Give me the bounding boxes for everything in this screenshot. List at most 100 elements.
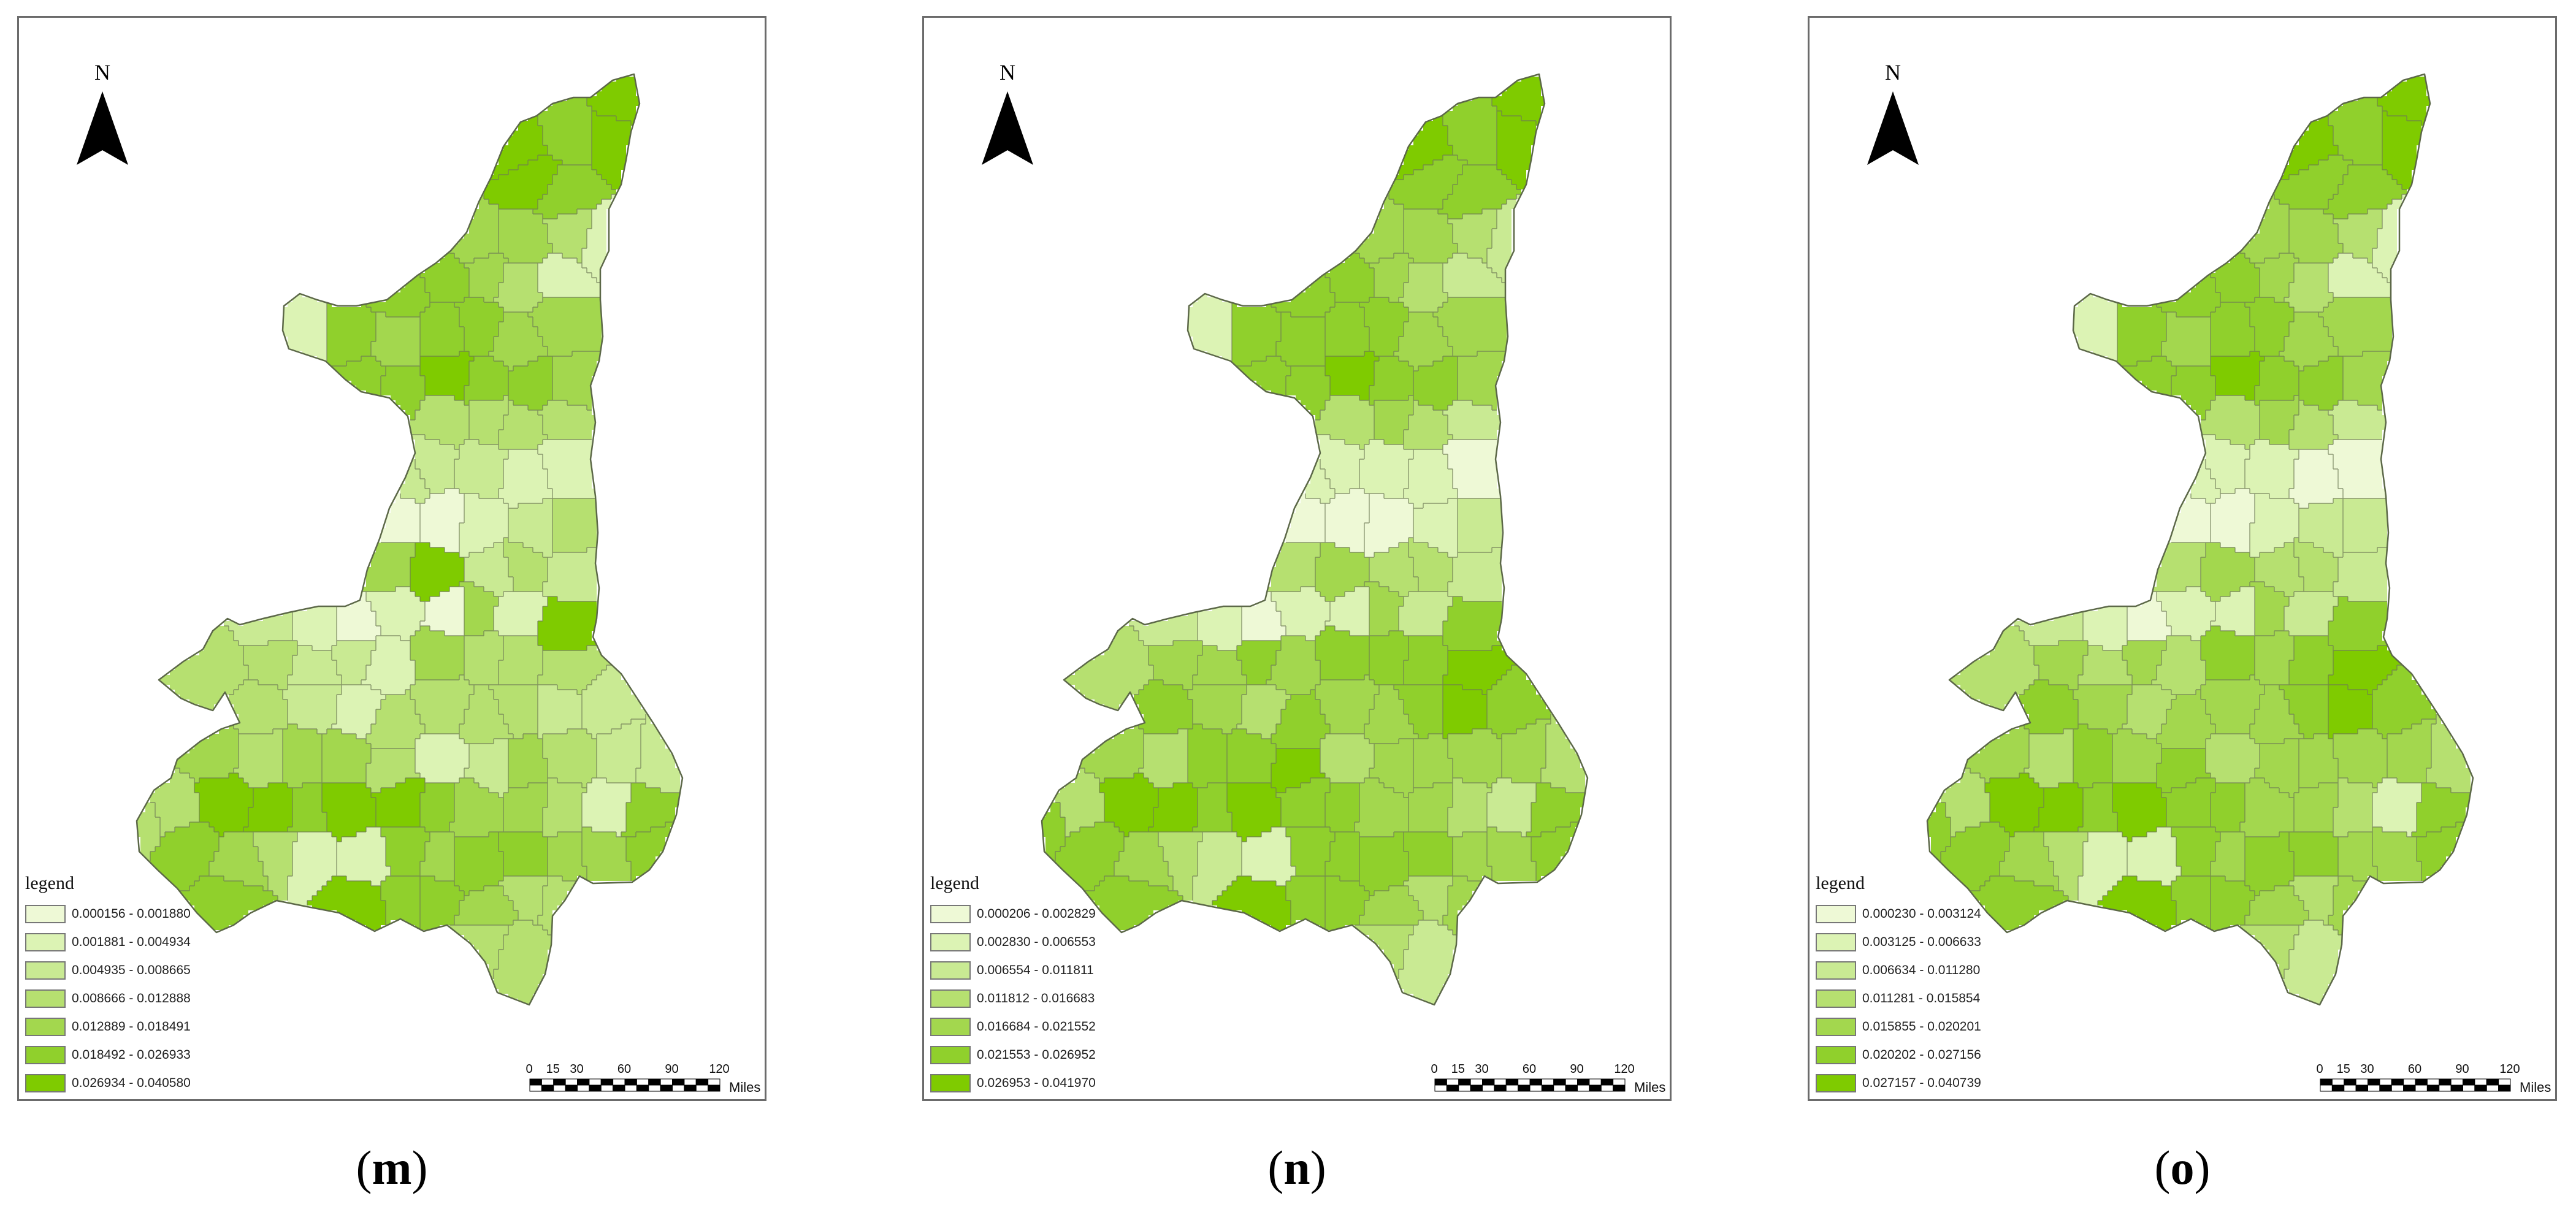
county-region xyxy=(243,641,297,690)
county-region xyxy=(2255,356,2299,405)
county-region xyxy=(2034,783,2083,832)
county-region xyxy=(420,489,464,552)
county-region xyxy=(582,827,631,881)
legend-item: 0.015855 - 0.020201 xyxy=(1816,1013,1981,1041)
county-region xyxy=(366,273,430,317)
county-region xyxy=(2343,498,2387,552)
county-region xyxy=(533,165,616,219)
county-region xyxy=(538,440,597,498)
county-region xyxy=(582,194,616,283)
scale-segment xyxy=(589,1078,602,1086)
county-region xyxy=(1443,646,1516,695)
legend-item: 0.006634 - 0.011280 xyxy=(1816,956,1981,985)
county-region xyxy=(2279,685,2328,739)
county-region xyxy=(2098,876,2176,930)
scale-tick-label: 30 xyxy=(570,1062,584,1076)
county-region xyxy=(543,547,597,601)
county-region xyxy=(283,685,342,734)
caption-letter: o xyxy=(2170,1141,2195,1194)
county-region xyxy=(2372,778,2421,837)
legend-label: 0.011281 - 0.015854 xyxy=(1862,991,1981,1005)
county-region xyxy=(1443,596,1502,650)
county-region xyxy=(150,768,199,837)
north-arrow: N xyxy=(977,59,1038,165)
scale-segment xyxy=(1553,1084,1566,1092)
county-region xyxy=(2387,719,2436,783)
county-region xyxy=(508,356,552,410)
county-region xyxy=(2161,778,2215,827)
county-region xyxy=(2122,685,2176,739)
county-region xyxy=(1404,209,1458,263)
scale-segment xyxy=(613,1084,625,1092)
scale-segment xyxy=(1529,1084,1542,1092)
county-region xyxy=(229,680,288,734)
scale-segment xyxy=(541,1084,554,1092)
county-region xyxy=(2372,194,2407,283)
county-region xyxy=(552,498,597,552)
county-region xyxy=(2073,724,2112,788)
county-region xyxy=(2333,209,2382,263)
county-region xyxy=(1404,832,1453,876)
scale-segment xyxy=(2331,1078,2345,1086)
legend-item: 0.004935 - 0.008665 xyxy=(25,956,191,985)
county-region xyxy=(499,449,552,508)
legend-swatch xyxy=(1816,1018,1856,1036)
scale-segment xyxy=(529,1084,542,1092)
county-region xyxy=(1399,263,1448,312)
scale-segment xyxy=(2415,1084,2428,1092)
scale-segment xyxy=(2379,1078,2392,1086)
county-region xyxy=(2328,440,2387,498)
county-region xyxy=(2211,832,2245,881)
county-region xyxy=(2211,587,2255,636)
county-region xyxy=(2073,292,2117,361)
county-region xyxy=(2328,253,2392,297)
county-region xyxy=(1941,822,2009,891)
scale-segment xyxy=(2439,1078,2452,1086)
county-region xyxy=(1369,253,1413,302)
scale-tick-label: 0 xyxy=(526,1062,533,1076)
scale-segment xyxy=(2403,1084,2416,1092)
legend-swatch xyxy=(25,1046,66,1064)
county-region xyxy=(2333,729,2387,788)
legend-item: 0.026953 - 0.041970 xyxy=(930,1069,1096,1097)
scale-unit: Miles xyxy=(729,1080,761,1095)
county-region xyxy=(1487,827,1536,881)
county-region xyxy=(322,729,371,783)
caption-close: ) xyxy=(411,1141,428,1194)
county-region xyxy=(1139,729,1188,788)
legend-label: 0.001881 - 0.004934 xyxy=(72,935,191,949)
caption-close: ) xyxy=(1310,1141,1326,1194)
county-region xyxy=(2328,876,2368,935)
legend-swatch xyxy=(1816,1074,1856,1092)
legend-label: 0.011812 - 0.016683 xyxy=(977,991,1095,1005)
scale-segment xyxy=(624,1084,637,1092)
county-region xyxy=(1148,641,1202,690)
county-region xyxy=(2328,685,2372,739)
county-region xyxy=(1531,822,1580,881)
county-region xyxy=(1359,832,1408,896)
county-region xyxy=(1320,734,1374,783)
scale-segment xyxy=(1565,1078,1578,1086)
scale-segment xyxy=(589,1084,602,1092)
county-region xyxy=(307,876,386,930)
scale-segment xyxy=(1553,1078,1566,1086)
legend-swatch xyxy=(1816,1046,1856,1064)
county-region xyxy=(2211,876,2255,930)
county-region xyxy=(2211,783,2245,832)
scale-segment xyxy=(1541,1084,1554,1092)
county-region xyxy=(489,685,538,739)
legend-label: 0.000206 - 0.002829 xyxy=(977,907,1096,921)
county-region xyxy=(332,641,376,685)
legend: legend 0.000230 - 0.003124 0.003125 - 0.0… xyxy=(1816,873,1981,1097)
county-region xyxy=(2333,547,2387,601)
county-region xyxy=(381,366,425,420)
scale-tick-label: 15 xyxy=(1451,1062,1465,1076)
county-region xyxy=(2201,626,2255,680)
legend-label: 0.026953 - 0.041970 xyxy=(977,1076,1096,1090)
scale-segment xyxy=(2486,1084,2499,1092)
county-region xyxy=(1099,773,1158,837)
scale-segment xyxy=(1613,1078,1626,1086)
county-region xyxy=(1286,876,1325,930)
scale-segment xyxy=(1589,1084,1602,1092)
legend-item: 0.011281 - 0.015854 xyxy=(1816,985,1981,1013)
